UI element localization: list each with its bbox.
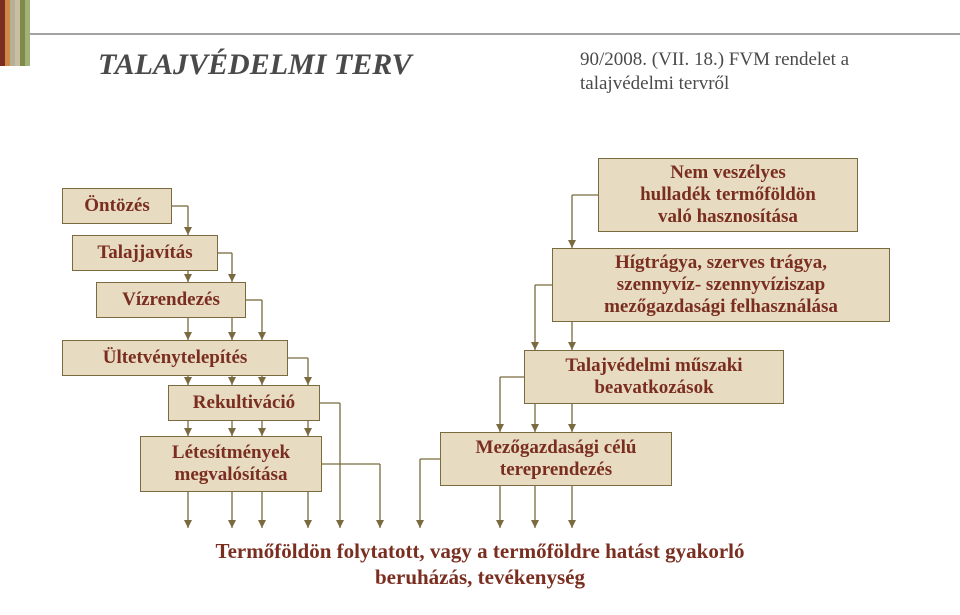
diagram-box-terep: Mezőgazdasági célú tereprendezés: [440, 432, 672, 486]
diagram-box-label: Nem veszélyes hulladék termőföldön való …: [640, 162, 816, 228]
diagram-box-ultetveny: Ültetvénytelepítés: [62, 340, 288, 376]
diagram-box-higtragya: Hígtrágya, szerves trágya, szennyvíz- sz…: [552, 248, 890, 322]
diagram-box-talajjavitas: Talajjavítás: [72, 235, 218, 271]
diagram-box-label: Vízrendezés: [122, 289, 220, 311]
top-rule: [30, 33, 960, 35]
diagram-box-label: Öntözés: [84, 195, 149, 217]
slide-root: TALAJVÉDELMI TERV 90/2008. (VII. 18.) FV…: [0, 0, 960, 615]
accent-bar: [0, 0, 30, 66]
diagram-box-label: Hígtrágya, szerves trágya, szennyvíz- sz…: [604, 252, 838, 318]
diagram-box-rekultivacio: Rekultiváció: [168, 385, 320, 421]
diagram-box-label: Talajvédelmi műszaki beavatkozások: [565, 355, 742, 399]
diagram-box-ontzes: Öntözés: [62, 188, 172, 224]
diagram-box-label: Létesítmények megvalósítása: [172, 442, 290, 486]
diagram-box-nemveszelyes: Nem veszélyes hulladék termőföldön való …: [598, 158, 858, 232]
diagram-box-label: Talajjavítás: [97, 242, 192, 264]
slide-subtitle: 90/2008. (VII. 18.) FVM rendelet a talaj…: [580, 48, 890, 96]
diagram-box-label: Ültetvénytelepítés: [103, 347, 248, 369]
subtitle-line1: 90/2008. (VII. 18.) FVM rendelet a: [580, 49, 849, 70]
bottom-caption: Termőföldön folytatott, vagy a termőföld…: [0, 538, 960, 591]
slide-title: TALAJVÉDELMI TERV: [98, 48, 412, 82]
diagram-box-letesitmeny: Létesítmények megvalósítása: [140, 436, 322, 492]
bottom-caption-line1: Termőföldön folytatott, vagy a termőföld…: [215, 539, 744, 563]
diagram-box-muszaki: Talajvédelmi műszaki beavatkozások: [524, 350, 784, 404]
diagram-box-label: Rekultiváció: [193, 392, 295, 414]
bottom-caption-line2: beruházás, tevékenység: [375, 565, 585, 589]
diagram-box-label: Mezőgazdasági célú tereprendezés: [476, 437, 637, 481]
subtitle-line2: talajvédelmi tervről: [580, 73, 729, 94]
diagram-box-vizrendezes: Vízrendezés: [96, 282, 246, 318]
